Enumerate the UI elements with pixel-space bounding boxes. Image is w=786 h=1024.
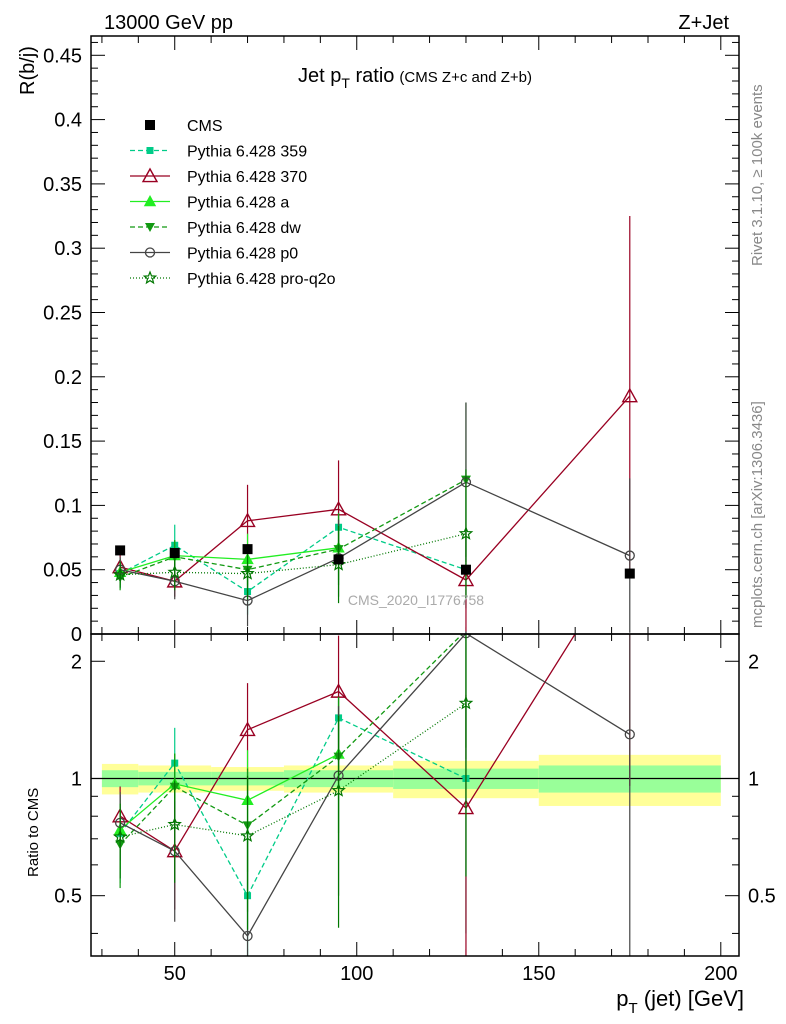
series-4-ratio-line <box>119 634 631 938</box>
ratio-panel-frame <box>90 633 740 957</box>
legend-marker <box>145 223 155 232</box>
ratio-uncertainty-bands <box>91 754 739 806</box>
series-0-ratio-line <box>119 717 467 898</box>
series-5-point <box>112 567 128 582</box>
x-tick-label: 150 <box>522 963 555 985</box>
legend-label: CMS <box>187 118 223 135</box>
series-1-line <box>119 395 631 583</box>
series-4-ratio-point <box>624 729 635 740</box>
cms-data-point <box>624 568 635 579</box>
legend-marker <box>143 195 157 207</box>
legend-label: Pythia 6.428 pro-q2o <box>187 271 336 288</box>
series-2-line <box>119 547 339 573</box>
y-tick-label: 0.2 <box>54 367 82 389</box>
cms-data-point <box>169 547 180 558</box>
ratio-y-tick-label-right: 1 <box>748 768 759 790</box>
y-tick-label: 0.25 <box>43 302 82 324</box>
legend-marker <box>141 167 159 183</box>
watermark: CMS_2020_I1776758 <box>348 592 484 608</box>
series-5-ratio-point <box>240 828 255 843</box>
series-5-point <box>240 565 255 580</box>
rivet-label: Rivet 3.1.10, ≥ 100k events <box>749 84 766 266</box>
legend-marker <box>144 247 156 258</box>
top-y-axis-label: R(b/j) <box>17 46 39 95</box>
cms-data-point <box>115 545 126 556</box>
ratio-y-tick-label: 1 <box>71 768 82 790</box>
legend-label: Pythia 6.428 p0 <box>187 246 298 263</box>
ratio-y-tick-label-right: 0.5 <box>748 886 776 908</box>
series-2-ratio-line <box>119 753 339 831</box>
legend: CMS Pythia 6.428 359 Pythia 6.428 370 Pythi… <box>130 118 336 288</box>
legend-label: Pythia 6.428 dw <box>187 220 301 237</box>
series-5-ratio-point <box>331 782 346 797</box>
axis-ticks: 50 100 150 200 0 0.05 0.1 0.15 0.2 0.25 0.3 0.35 0.4… <box>43 36 776 985</box>
series-5-ratio-group <box>112 634 474 930</box>
series-5-line <box>120 533 467 576</box>
ratio-y-tick-label: 2 <box>71 651 82 673</box>
series-0-ratio-group <box>116 684 470 956</box>
y-tick-label: 0.45 <box>43 45 82 67</box>
series-5-ratio-point <box>112 829 128 844</box>
y-tick-label: 0.3 <box>54 238 82 260</box>
series-4-line <box>119 481 631 602</box>
y-tick-label: 0.05 <box>43 560 82 582</box>
y-tick-label: 0.4 <box>54 110 82 132</box>
x-tick-label: 100 <box>340 963 373 985</box>
y-tick-label: 0.1 <box>54 495 82 517</box>
ratio-y-tick-label-right: 2 <box>748 651 759 673</box>
chart-title: Jet pT ratio (CMS Z+c and Z+b) <box>298 65 532 91</box>
ratio-y-axis-label: Ratio to CMS <box>25 788 42 877</box>
series-5-point <box>167 564 182 579</box>
x-tick-label: 200 <box>704 963 737 985</box>
series-1-ratio-line <box>119 634 576 853</box>
legend-label: Pythia 6.428 359 <box>187 144 307 161</box>
process-label: Z+Jet <box>678 12 729 34</box>
x-axis-label: pT (jet) [GeV] <box>616 986 744 1017</box>
ratio-y-tick-label: 0.5 <box>54 886 82 908</box>
top-series <box>111 216 638 633</box>
x-tick-label: 50 <box>164 963 186 985</box>
legend-label: Pythia 6.428 a <box>187 195 289 212</box>
series-1-ratio-point <box>239 721 256 737</box>
cms-data-point <box>333 554 344 565</box>
series-1-point <box>621 387 638 403</box>
series-3-line <box>119 479 467 579</box>
energy-label: 13000 GeV pp <box>104 12 233 34</box>
legend-marker <box>145 120 155 130</box>
series-3-ratio-line <box>119 634 464 845</box>
mcplots-label: mcplots.cern.ch [arXiv:1306.3436] <box>749 401 766 628</box>
y-tick-label: 0.15 <box>43 431 82 453</box>
cms-data-point <box>460 564 471 575</box>
series-5-ratio-point <box>458 695 474 710</box>
y-tick-label: 0 <box>71 624 82 646</box>
y-tick-label: 0.35 <box>43 174 82 196</box>
legend-label: Pythia 6.428 370 <box>187 169 307 186</box>
series-4-point <box>624 550 635 561</box>
legend-marker <box>146 147 154 154</box>
series-1-point <box>239 512 256 528</box>
ratio-series <box>111 634 635 956</box>
series-5-ratio-point <box>167 816 182 831</box>
series-4-ratio-point <box>242 930 253 942</box>
cms-data-point <box>242 544 253 555</box>
legend-marker <box>142 270 158 285</box>
series-5-point <box>458 526 474 540</box>
